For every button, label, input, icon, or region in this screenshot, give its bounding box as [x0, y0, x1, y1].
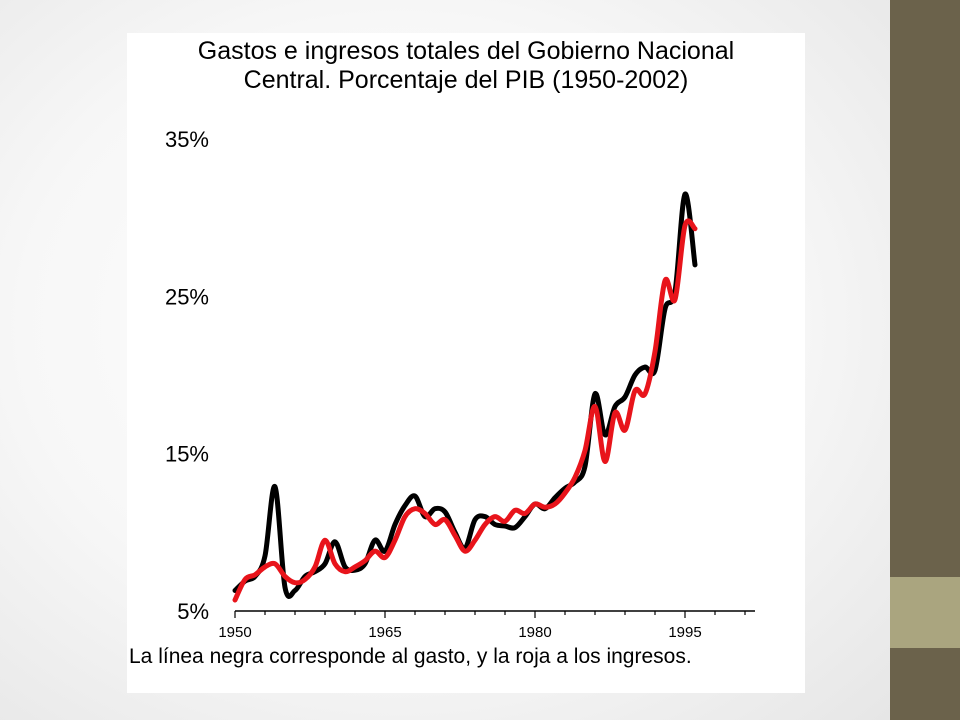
slide-sidebar-accent — [890, 577, 960, 648]
chart-caption: La línea negra corresponde al gasto, y l… — [129, 645, 692, 668]
x-tick-label: 1965 — [368, 624, 401, 641]
y-tick-label: 15% — [165, 442, 209, 467]
chart-figure: Gastos e ingresos totales del Gobierno N… — [127, 33, 805, 693]
line-chart: 1950 1965 1980 1995 5% 15% 25% 35% — [165, 127, 755, 641]
series-line-gasto — [232, 191, 698, 599]
x-tick-label: 1995 — [668, 624, 701, 641]
y-tick-label: 35% — [165, 127, 209, 152]
x-tick-label: 1950 — [218, 624, 251, 641]
series-line-ingresos — [232, 218, 698, 603]
x-tick-label: 1980 — [518, 624, 551, 641]
chart-title: Gastos e ingresos totales del Gobierno N… — [197, 37, 735, 94]
y-tick-label: 25% — [165, 284, 209, 309]
y-tick-label: 5% — [177, 599, 209, 624]
